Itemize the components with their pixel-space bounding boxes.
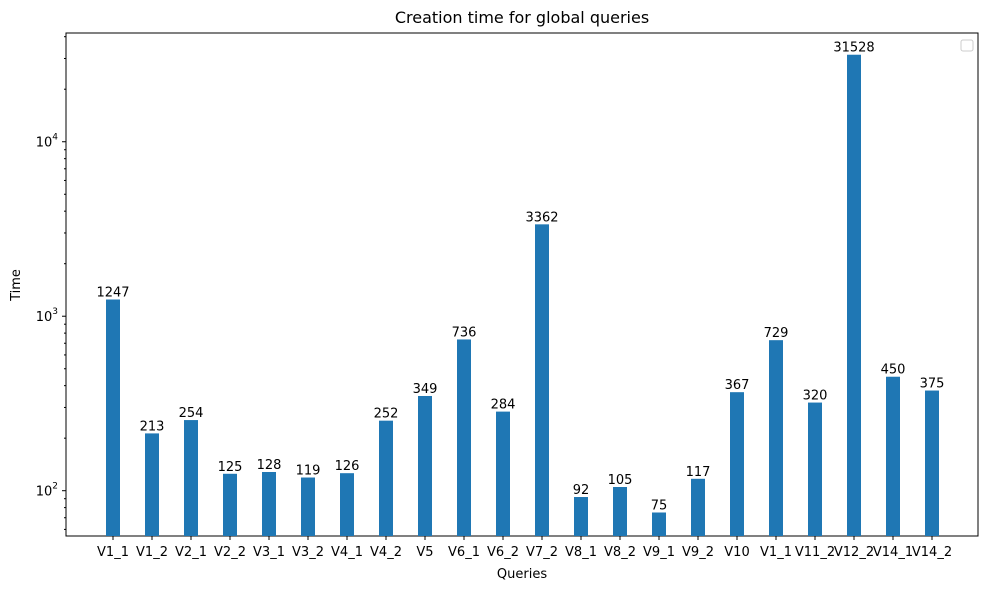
x-tick-label: V12_2 xyxy=(834,545,874,560)
x-tick-label: V6_2 xyxy=(487,545,519,560)
bar xyxy=(106,299,120,536)
x-tick-label: V6_1 xyxy=(448,545,480,560)
bar xyxy=(691,478,705,536)
bar xyxy=(457,339,471,536)
bar xyxy=(886,376,900,536)
value-labels-group: 1247 213 254 125 128 119 126 252 349 736 284 3362 92… xyxy=(96,41,944,514)
data-label: 284 xyxy=(491,398,516,413)
data-label: 92 xyxy=(573,483,590,498)
bar xyxy=(145,433,159,536)
bar xyxy=(925,390,939,536)
bar xyxy=(184,420,198,536)
data-label: 31528 xyxy=(833,41,874,56)
data-label: 126 xyxy=(335,459,360,474)
data-label: 254 xyxy=(179,406,204,421)
chart-title: Creation time for global queries xyxy=(395,8,649,27)
bar xyxy=(769,340,783,536)
data-label: 75 xyxy=(651,498,668,513)
bar xyxy=(223,473,237,536)
data-label: 213 xyxy=(140,419,165,434)
x-tick-label: V5 xyxy=(416,545,433,560)
x-tick-label: V4_2 xyxy=(370,545,402,560)
data-label: 349 xyxy=(413,382,438,397)
bar xyxy=(847,54,861,537)
x-tick-label: V3_2 xyxy=(292,545,324,560)
y-axis-ticks: 102 103 104 xyxy=(36,36,66,530)
data-label: 252 xyxy=(374,407,399,422)
data-label: 105 xyxy=(608,473,633,488)
data-label: 736 xyxy=(452,325,477,340)
bar xyxy=(730,392,744,536)
x-tick-label: V9_1 xyxy=(643,545,675,560)
bar xyxy=(301,477,315,536)
x-tick-label: V14_1 xyxy=(873,545,913,560)
data-label: 117 xyxy=(686,465,711,480)
x-tick-label: V2_2 xyxy=(214,545,246,560)
legend-box xyxy=(960,39,974,52)
bars-group xyxy=(106,54,939,537)
bar xyxy=(613,487,627,536)
bar xyxy=(340,473,354,536)
bar xyxy=(535,224,549,536)
bar xyxy=(808,402,822,536)
x-axis-label: Queries xyxy=(497,567,547,582)
data-label: 1247 xyxy=(96,285,129,300)
bar xyxy=(574,497,588,536)
x-tick-label: V8_1 xyxy=(565,545,597,560)
x-tick-label: V1_2 xyxy=(136,545,168,560)
x-tick-label: V11_2 xyxy=(795,545,835,560)
x-tick-label: V14_2 xyxy=(912,545,952,560)
data-label: 3362 xyxy=(525,210,558,225)
x-tick-label: V8_2 xyxy=(604,545,636,560)
data-label: 125 xyxy=(218,460,243,475)
data-label: 367 xyxy=(725,378,750,393)
y-tick-label: 102 xyxy=(36,482,58,500)
x-tick-label: V1_1 xyxy=(760,545,792,560)
bar xyxy=(262,471,276,536)
bar xyxy=(496,411,510,536)
x-tick-label: V4_1 xyxy=(331,545,363,560)
bar xyxy=(418,395,432,536)
x-tick-label: V2_1 xyxy=(175,545,207,560)
data-label: 320 xyxy=(803,389,828,404)
data-label: 450 xyxy=(881,363,906,378)
data-label: 128 xyxy=(257,458,282,473)
y-axis-label: Time xyxy=(9,269,24,302)
data-label: 119 xyxy=(296,464,321,479)
x-tick-label: V10 xyxy=(724,545,749,560)
data-label: 375 xyxy=(920,377,945,392)
bar xyxy=(379,420,393,536)
bar xyxy=(652,512,666,536)
x-tick-label: V1_1 xyxy=(97,545,129,560)
x-tick-label: V7_2 xyxy=(526,545,558,560)
y-tick-label: 104 xyxy=(36,133,59,151)
plot-area xyxy=(65,32,979,537)
x-tick-label: V9_2 xyxy=(682,545,714,560)
x-tick-label: V3_1 xyxy=(253,545,285,560)
data-label: 729 xyxy=(764,326,789,341)
y-tick-label: 103 xyxy=(36,307,58,325)
x-axis-ticks: V1_1 V1_2 V2_1 V2_2 V3_1 V3_2 V4_1 V4_2 V5 V6_1 V6… xyxy=(97,536,952,560)
